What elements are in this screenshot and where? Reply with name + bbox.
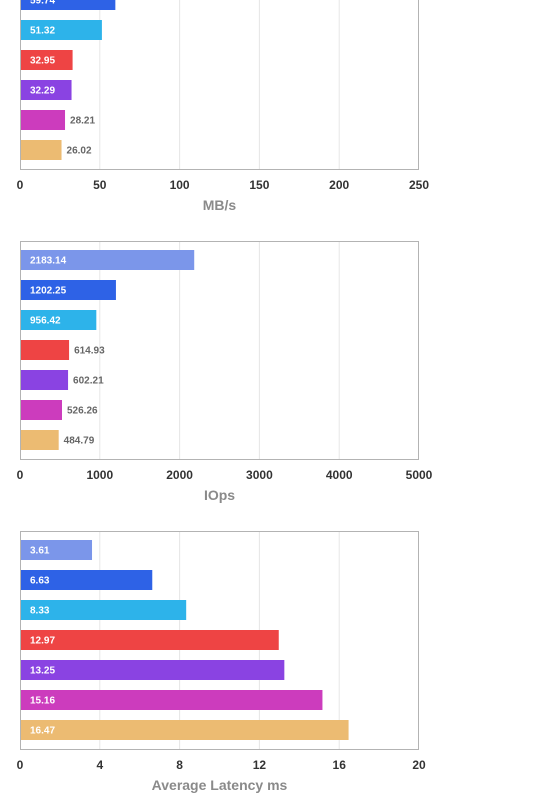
iops-chart: 2183.14 1202.25 956.42 614.93 602.21 526.26 48… [17, 241, 433, 503]
iops-bar [21, 400, 62, 420]
latency-bar [21, 600, 187, 620]
throughput-x-tick-label: 0 [17, 178, 24, 192]
throughput-chart: 59.74 51.32 32.95 32.29 28.21 26.02 0 50 100 150 2… [17, 0, 429, 213]
throughput-bar-value-label: 32.95 [30, 56, 55, 67]
iops-bar-value-label: 602.21 [73, 376, 104, 387]
latency-bar-value-label: 16.47 [30, 726, 55, 737]
throughput-x-axis-title: MB/s [203, 197, 237, 213]
throughput-x-tick-label: 150 [249, 178, 269, 192]
latency-chart: 3.61 6.63 8.33 12.97 13.25 15.16 16.47 0 4 8 12 16 2… [17, 531, 426, 793]
throughput-bar-value-label: 51.32 [30, 26, 55, 37]
iops-plot-frame [20, 241, 419, 460]
latency-bar-value-label: 8.33 [30, 606, 50, 617]
latency-x-axis-title: Average Latency ms [152, 777, 288, 793]
latency-bar [21, 690, 323, 710]
latency-x-tick-label: 4 [96, 758, 103, 772]
latency-x-tick-label: 20 [412, 758, 426, 772]
latency-bar-value-label: 15.16 [30, 696, 55, 707]
iops-bar-value-label: 526.26 [67, 406, 98, 417]
latency-bar-value-label: 12.97 [30, 636, 55, 647]
throughput-bar [21, 140, 62, 160]
throughput-bar [21, 80, 72, 100]
latency-bar-value-label: 3.61 [30, 546, 50, 557]
iops-bar [21, 430, 59, 450]
iops-bar-value-label: 1202.25 [30, 286, 67, 297]
throughput-bar-value-label: 26.02 [67, 146, 92, 157]
latency-bar [21, 660, 285, 680]
latency-bar [21, 540, 93, 560]
latency-x-tick-label: 8 [176, 758, 183, 772]
iops-bar-value-label: 956.42 [30, 316, 61, 327]
latency-x-tick-label: 16 [333, 758, 347, 772]
iops-x-tick-label: 4000 [326, 468, 353, 482]
throughput-bar-value-label: 28.21 [70, 116, 95, 127]
latency-bar [21, 720, 349, 740]
latency-plot-frame [20, 531, 419, 750]
throughput-x-tick-label: 100 [170, 178, 190, 192]
iops-bar-value-label: 614.93 [74, 346, 105, 357]
iops-bar [21, 340, 70, 360]
throughput-bar [21, 0, 116, 10]
throughput-bar-value-label: 59.74 [30, 0, 55, 7]
iops-bar [21, 310, 97, 330]
iops-x-tick-label: 5000 [406, 468, 433, 482]
iops-x-tick-label: 0 [17, 468, 24, 482]
latency-bar [21, 570, 153, 590]
latency-x-tick-label: 0 [17, 758, 24, 772]
throughput-x-tick-label: 200 [329, 178, 349, 192]
iops-x-tick-label: 3000 [246, 468, 273, 482]
throughput-bar [21, 110, 66, 130]
throughput-bar-value-label: 32.29 [30, 86, 55, 97]
iops-bar [21, 250, 195, 270]
iops-bar-value-label: 2183.14 [30, 256, 67, 267]
throughput-x-tick-label: 50 [93, 178, 107, 192]
throughput-plot-frame [20, 0, 419, 170]
latency-bar-value-label: 6.63 [30, 576, 50, 587]
iops-x-axis-title: IOps [204, 487, 235, 503]
throughput-x-tick-label: 250 [409, 178, 429, 192]
throughput-bar [21, 20, 102, 40]
iops-x-tick-label: 2000 [166, 468, 193, 482]
iops-bar [21, 370, 69, 390]
iops-bar-value-label: 484.79 [64, 436, 95, 447]
iops-bar [21, 280, 116, 300]
iops-x-tick-label: 1000 [86, 468, 113, 482]
throughput-bar [21, 50, 73, 70]
latency-bar [21, 630, 279, 650]
latency-bar-value-label: 13.25 [30, 666, 55, 677]
latency-x-tick-label: 12 [253, 758, 267, 772]
